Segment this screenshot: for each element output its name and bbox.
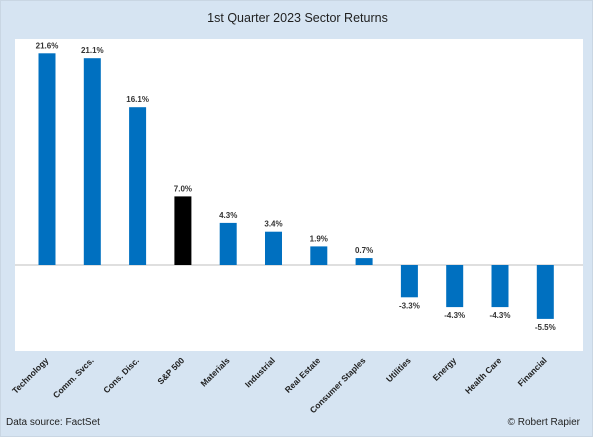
chart-title: 1st Quarter 2023 Sector Returns	[207, 11, 388, 25]
category-label: Health Care	[463, 355, 504, 396]
bar-materials	[219, 222, 237, 265]
bar-technology	[38, 53, 56, 265]
value-label: 0.7%	[355, 246, 373, 255]
category-label: Cons. Disc.	[101, 355, 141, 395]
data-source-note: Data source: FactSet	[6, 417, 100, 428]
bar-financial	[536, 265, 554, 319]
category-label: Real Estate	[283, 355, 323, 395]
category-label: Comm. Svcs.	[51, 355, 96, 400]
value-label: 4.3%	[219, 211, 237, 220]
value-label: 16.1%	[126, 95, 149, 104]
bar-health-care	[491, 265, 509, 308]
plot-area	[15, 39, 583, 351]
value-label: 7.0%	[174, 184, 192, 193]
bar-comm-svcs	[83, 58, 101, 266]
category-label: Technology	[10, 355, 51, 396]
copyright-note: © Robert Rapier	[507, 417, 580, 428]
bar-utilities	[400, 265, 418, 298]
bar-consumer-staples	[355, 258, 373, 265]
category-label: Industrial	[243, 355, 277, 389]
bar-real-estate	[310, 246, 328, 265]
value-label: 21.6%	[36, 41, 59, 50]
value-label: -5.5%	[535, 323, 556, 332]
value-label: -4.3%	[444, 311, 465, 320]
value-label: 1.9%	[310, 234, 328, 243]
value-label: 3.4%	[264, 220, 282, 229]
value-label: 21.1%	[81, 46, 104, 55]
value-label: -4.3%	[490, 311, 511, 320]
category-label: Energy	[431, 355, 459, 383]
category-label: Utilities	[384, 355, 413, 384]
category-label: S&P 500	[155, 355, 186, 386]
bar-industrial	[265, 231, 282, 265]
bar-energy	[446, 265, 464, 308]
value-label: -3.3%	[399, 301, 420, 310]
bar-cons-disc	[129, 107, 147, 265]
bar-s-p-500	[174, 196, 192, 265]
category-label: Materials	[198, 355, 231, 388]
category-label: Financial	[516, 355, 549, 388]
